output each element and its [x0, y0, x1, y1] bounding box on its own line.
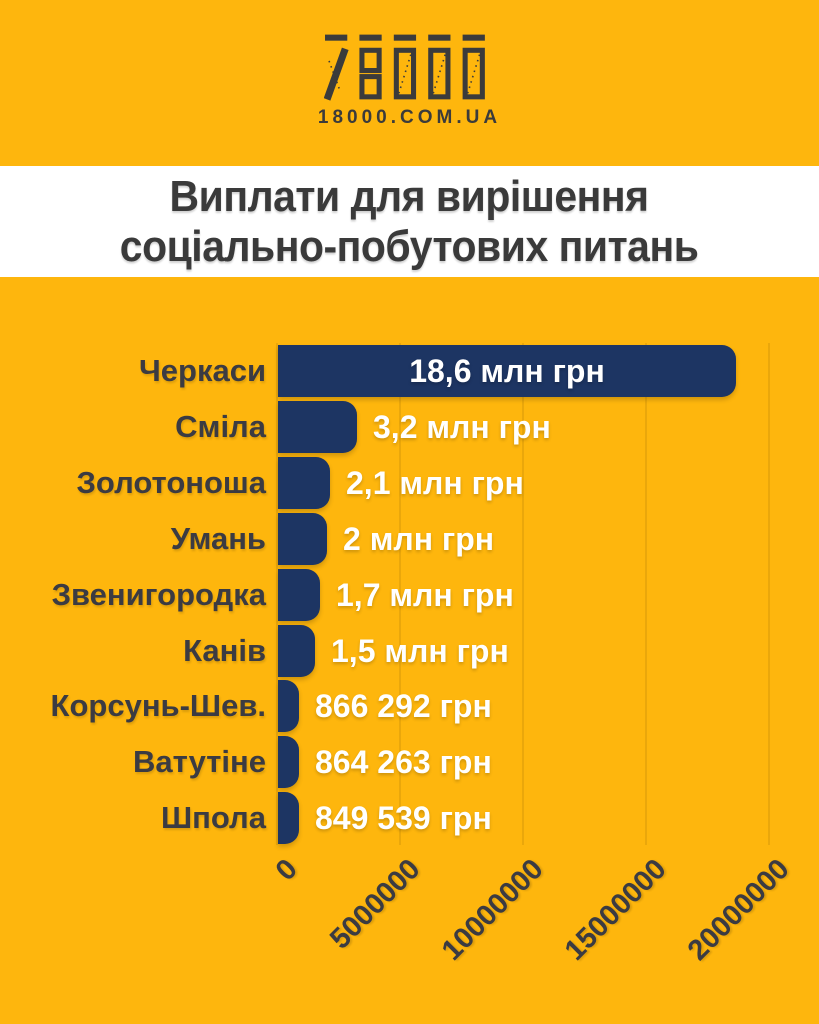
bar-label: Золотоноша	[76, 464, 266, 500]
x-axis-tick-label: 0	[269, 853, 304, 888]
gridline	[768, 343, 770, 845]
bar-label: Шпола	[161, 800, 266, 836]
bar-label: Черкаси	[138, 353, 266, 388]
bar	[278, 680, 299, 733]
bar-label: Корсунь-Шев.	[50, 688, 266, 724]
page-title-line-1: Виплати для вирішення	[169, 171, 650, 221]
bar-label: Канів	[183, 632, 266, 668]
bar-value: 3,2 млн грн	[373, 408, 551, 445]
title-band: Виплати для вирішення соціально-побутови…	[0, 166, 819, 277]
bar-value: 1,5 млн грн	[331, 632, 509, 669]
bar-label: Ватутіне	[133, 744, 266, 780]
bar-value: 2,1 млн грн	[346, 464, 524, 501]
bar-chart: Черкаси 18,6 млн грн Сміла 3,2 млн грн Золот…	[0, 277, 819, 1024]
page-title-line-2: соціально-побутових питань	[120, 221, 699, 271]
gridline	[399, 343, 401, 845]
page-title: Виплати для вирішення соціально-побутови…	[120, 172, 699, 272]
x-axis-tick-label: 5000000	[324, 853, 427, 956]
bar-value: 864 263 грн	[315, 744, 492, 781]
x-axis-tick-label: 10000000	[435, 853, 550, 967]
gridline	[522, 343, 524, 845]
x-axis-tick-label: 20000000	[681, 853, 796, 967]
bar-label: Умань	[170, 520, 266, 556]
bar	[278, 400, 357, 453]
bar	[278, 345, 736, 397]
bar-label: Сміла	[175, 408, 266, 444]
gridline	[645, 343, 647, 845]
bar	[278, 456, 330, 509]
bar	[278, 792, 299, 845]
bar-value: 849 539 грн	[315, 800, 492, 837]
gridline	[276, 343, 278, 845]
bar	[278, 624, 315, 677]
bar-value: 18,6 млн грн	[409, 353, 605, 389]
bar-label: Звенигородка	[51, 576, 266, 612]
bar	[278, 736, 299, 789]
logo-18000-icon	[323, 34, 485, 101]
bar-value: 2 млн грн	[343, 520, 495, 557]
bar	[278, 512, 327, 565]
logo-site-text: 18000.COM.UA	[317, 107, 502, 128]
x-axis-tick-label: 15000000	[558, 853, 673, 967]
bar-value: 1,7 млн грн	[336, 576, 514, 613]
bar	[278, 568, 320, 621]
logo: 18000.COM.UA	[0, 34, 819, 129]
bar-value: 866 292 грн	[315, 688, 492, 725]
